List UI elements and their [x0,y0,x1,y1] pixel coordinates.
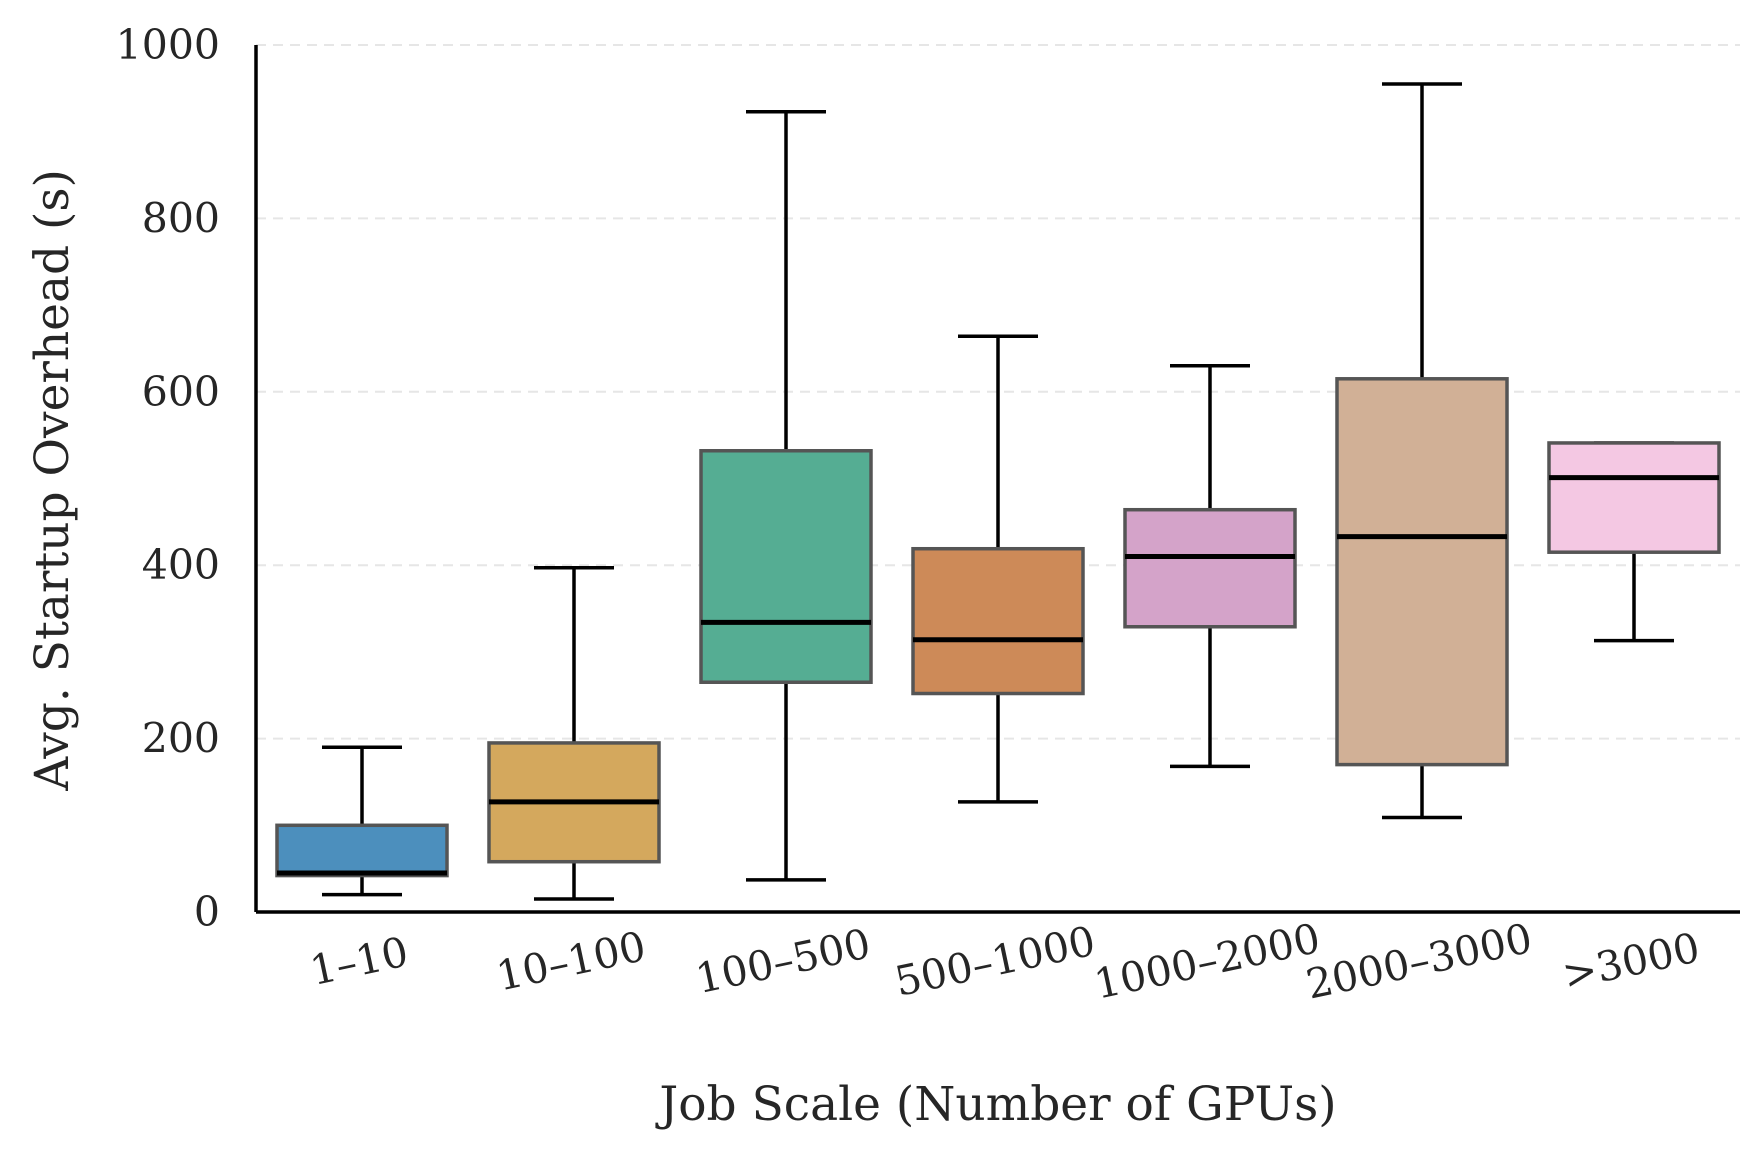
x-tick-label: 100–500 [692,919,875,1003]
x-tick-label: 2000–3000 [1302,914,1536,1009]
iqr-box [911,546,1085,696]
box-group [1547,441,1721,643]
iqr-box [699,449,873,684]
x-tick-label: 500–1000 [891,917,1100,1006]
x-axis-title: Job Scale (Number of GPUs) [655,1077,1336,1132]
box-group [699,110,873,882]
x-tick-label: 10–100 [492,922,650,1000]
x-tick-label: 1–10 [306,928,413,995]
y-tick-label: 0 [194,888,220,936]
iqr-box [275,823,449,878]
box-group [911,334,1085,804]
iqr-box [1335,377,1509,767]
x-tick-label: 1000–2000 [1090,914,1324,1009]
y-tick-label: 600 [142,368,220,416]
axis-layer [254,45,1740,914]
box-group [487,566,661,901]
y-tick-label: 200 [142,715,220,763]
box-layer [275,82,1721,901]
grid-layer [256,44,1740,740]
y-axis-title: Avg. Startup Overhead (s) [25,169,80,792]
box-group [1335,82,1509,820]
y-tick-label: 800 [142,194,220,242]
iqr-box [1547,441,1721,554]
x-tick-label: >3000 [1558,923,1704,999]
box-group [275,745,449,897]
iqr-box [1123,507,1297,629]
box-group [1123,364,1297,769]
y-tick-label: 1000 [116,21,220,69]
y-tick-label: 400 [142,541,220,589]
